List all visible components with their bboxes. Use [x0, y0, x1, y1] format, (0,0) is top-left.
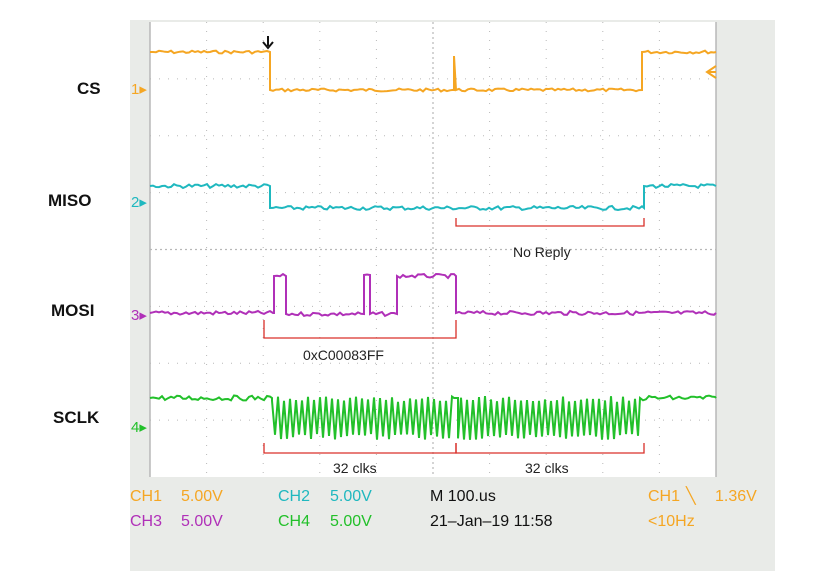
trigger-level: 1.36V [715, 488, 757, 505]
miso-waveform [149, 182, 717, 212]
mosi-word-bracket [263, 320, 457, 339]
ch1-label: CH1 [130, 488, 162, 505]
clks-second-bracket [455, 443, 645, 454]
graticule-grid [149, 22, 717, 477]
ch3-scale: 5.00V [181, 513, 223, 530]
clks-second-annotation: 32 clks [525, 460, 569, 476]
annotation-brackets [263, 218, 645, 454]
ch1-scale: 5.00V [181, 488, 223, 505]
no-reply-annotation: No Reply [513, 244, 571, 260]
sclk-waveform [149, 394, 717, 440]
datetime-readout: 21–Jan–19 11:58 [430, 513, 553, 530]
mosi-waveform [149, 272, 717, 318]
ch4-scale: 5.00V [330, 513, 372, 530]
signal-label-cs: CS [77, 79, 101, 98]
ch2-ground-marker: 2▸ [131, 194, 147, 211]
trigger-level-arrow-icon [705, 65, 717, 79]
no-reply-bracket [455, 218, 645, 227]
ch4-label: CH4 [278, 513, 310, 530]
timebase-readout: M 100.us [430, 488, 496, 505]
ch2-scale: 5.00V [330, 488, 372, 505]
trigger-slope-icon: ╲ [685, 486, 697, 505]
mosi-word-annotation: 0xC00083FF [303, 347, 384, 363]
trigger-source: CH1 [648, 488, 680, 505]
ch1-ground-marker: 1▸ [131, 81, 147, 98]
ch4-ground-marker: 4▸ [131, 419, 147, 436]
signal-label-mosi: MOSI [51, 301, 94, 320]
cs-waveform [150, 49, 717, 93]
ch3-label: CH3 [130, 513, 162, 530]
trigger-frequency: <10Hz [648, 513, 695, 530]
ch3-ground-marker: 3▸ [131, 307, 147, 324]
clks-first-annotation: 32 clks [333, 460, 377, 476]
signal-label-miso: MISO [48, 191, 91, 210]
signal-label-sclk: SCLK [53, 408, 100, 427]
ch2-label: CH2 [278, 488, 310, 505]
trigger-position-arrow-icon [262, 36, 274, 50]
